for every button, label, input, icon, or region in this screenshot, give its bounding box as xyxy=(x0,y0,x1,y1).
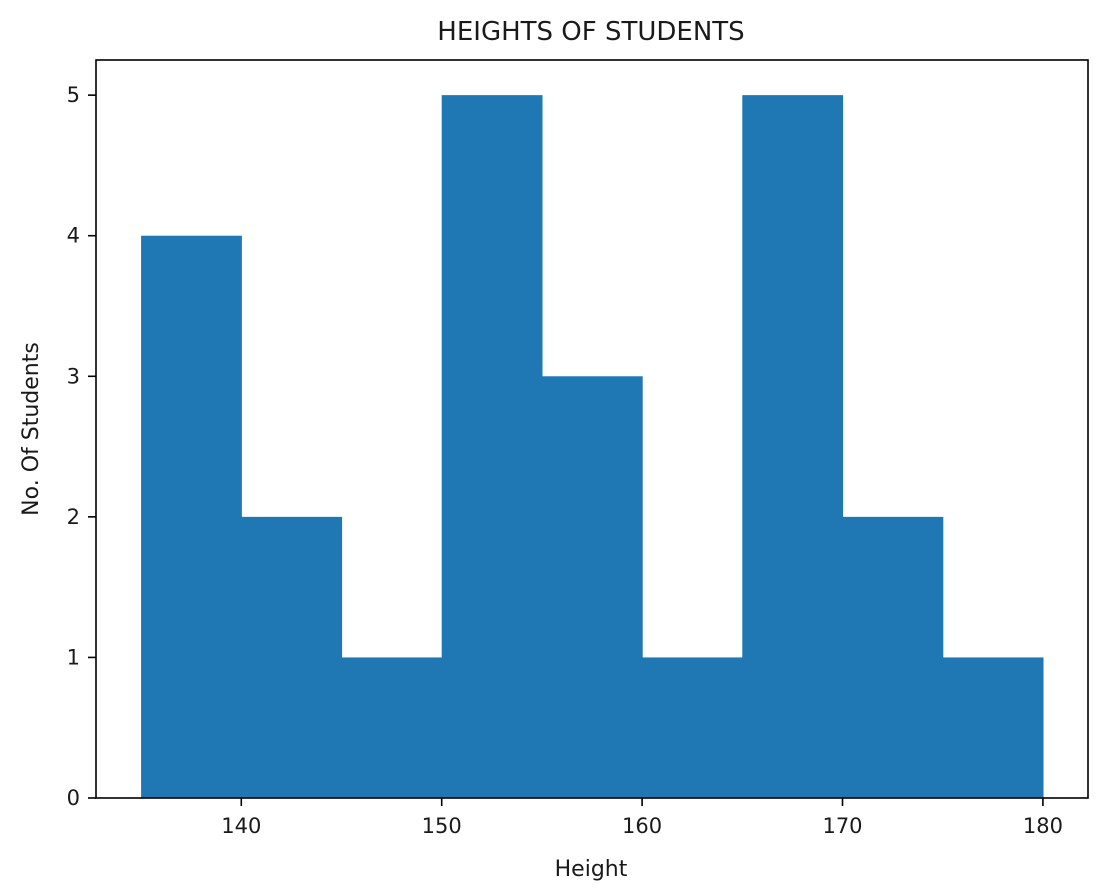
histogram-bar xyxy=(541,376,643,798)
bars-layer xyxy=(141,95,1044,798)
histogram-bar xyxy=(642,657,743,798)
x-tick-label: 170 xyxy=(822,814,862,838)
histogram-bar xyxy=(942,657,1044,798)
y-axis-ticks: 0 1 2 3 4 5 xyxy=(67,83,96,810)
y-tick-label: 5 xyxy=(67,83,80,107)
y-tick-label: 2 xyxy=(67,505,80,529)
plot-frame xyxy=(95,59,1089,799)
x-tick-label: 160 xyxy=(622,814,662,838)
y-axis-label: No. Of Students xyxy=(19,342,44,516)
x-tick-label: 150 xyxy=(422,814,462,838)
x-axis-label: Height xyxy=(555,857,628,882)
x-axis-ticks: 140 150 160 170 180 xyxy=(221,798,1063,838)
histogram-bar xyxy=(842,516,944,798)
histogram-bar xyxy=(241,516,343,798)
histogram-bar xyxy=(441,95,543,798)
y-tick-label: 0 xyxy=(67,786,80,810)
histogram-bar xyxy=(141,235,242,798)
histogram-bar xyxy=(742,95,844,798)
x-tick-label: 140 xyxy=(221,814,261,838)
y-tick-label: 4 xyxy=(67,224,80,248)
chart-title: HEIGHTS OF STUDENTS xyxy=(437,17,744,47)
x-tick-label: 180 xyxy=(1023,814,1063,838)
histogram-bar xyxy=(341,657,443,798)
y-tick-label: 1 xyxy=(67,645,80,669)
y-tick-label: 3 xyxy=(67,364,80,388)
